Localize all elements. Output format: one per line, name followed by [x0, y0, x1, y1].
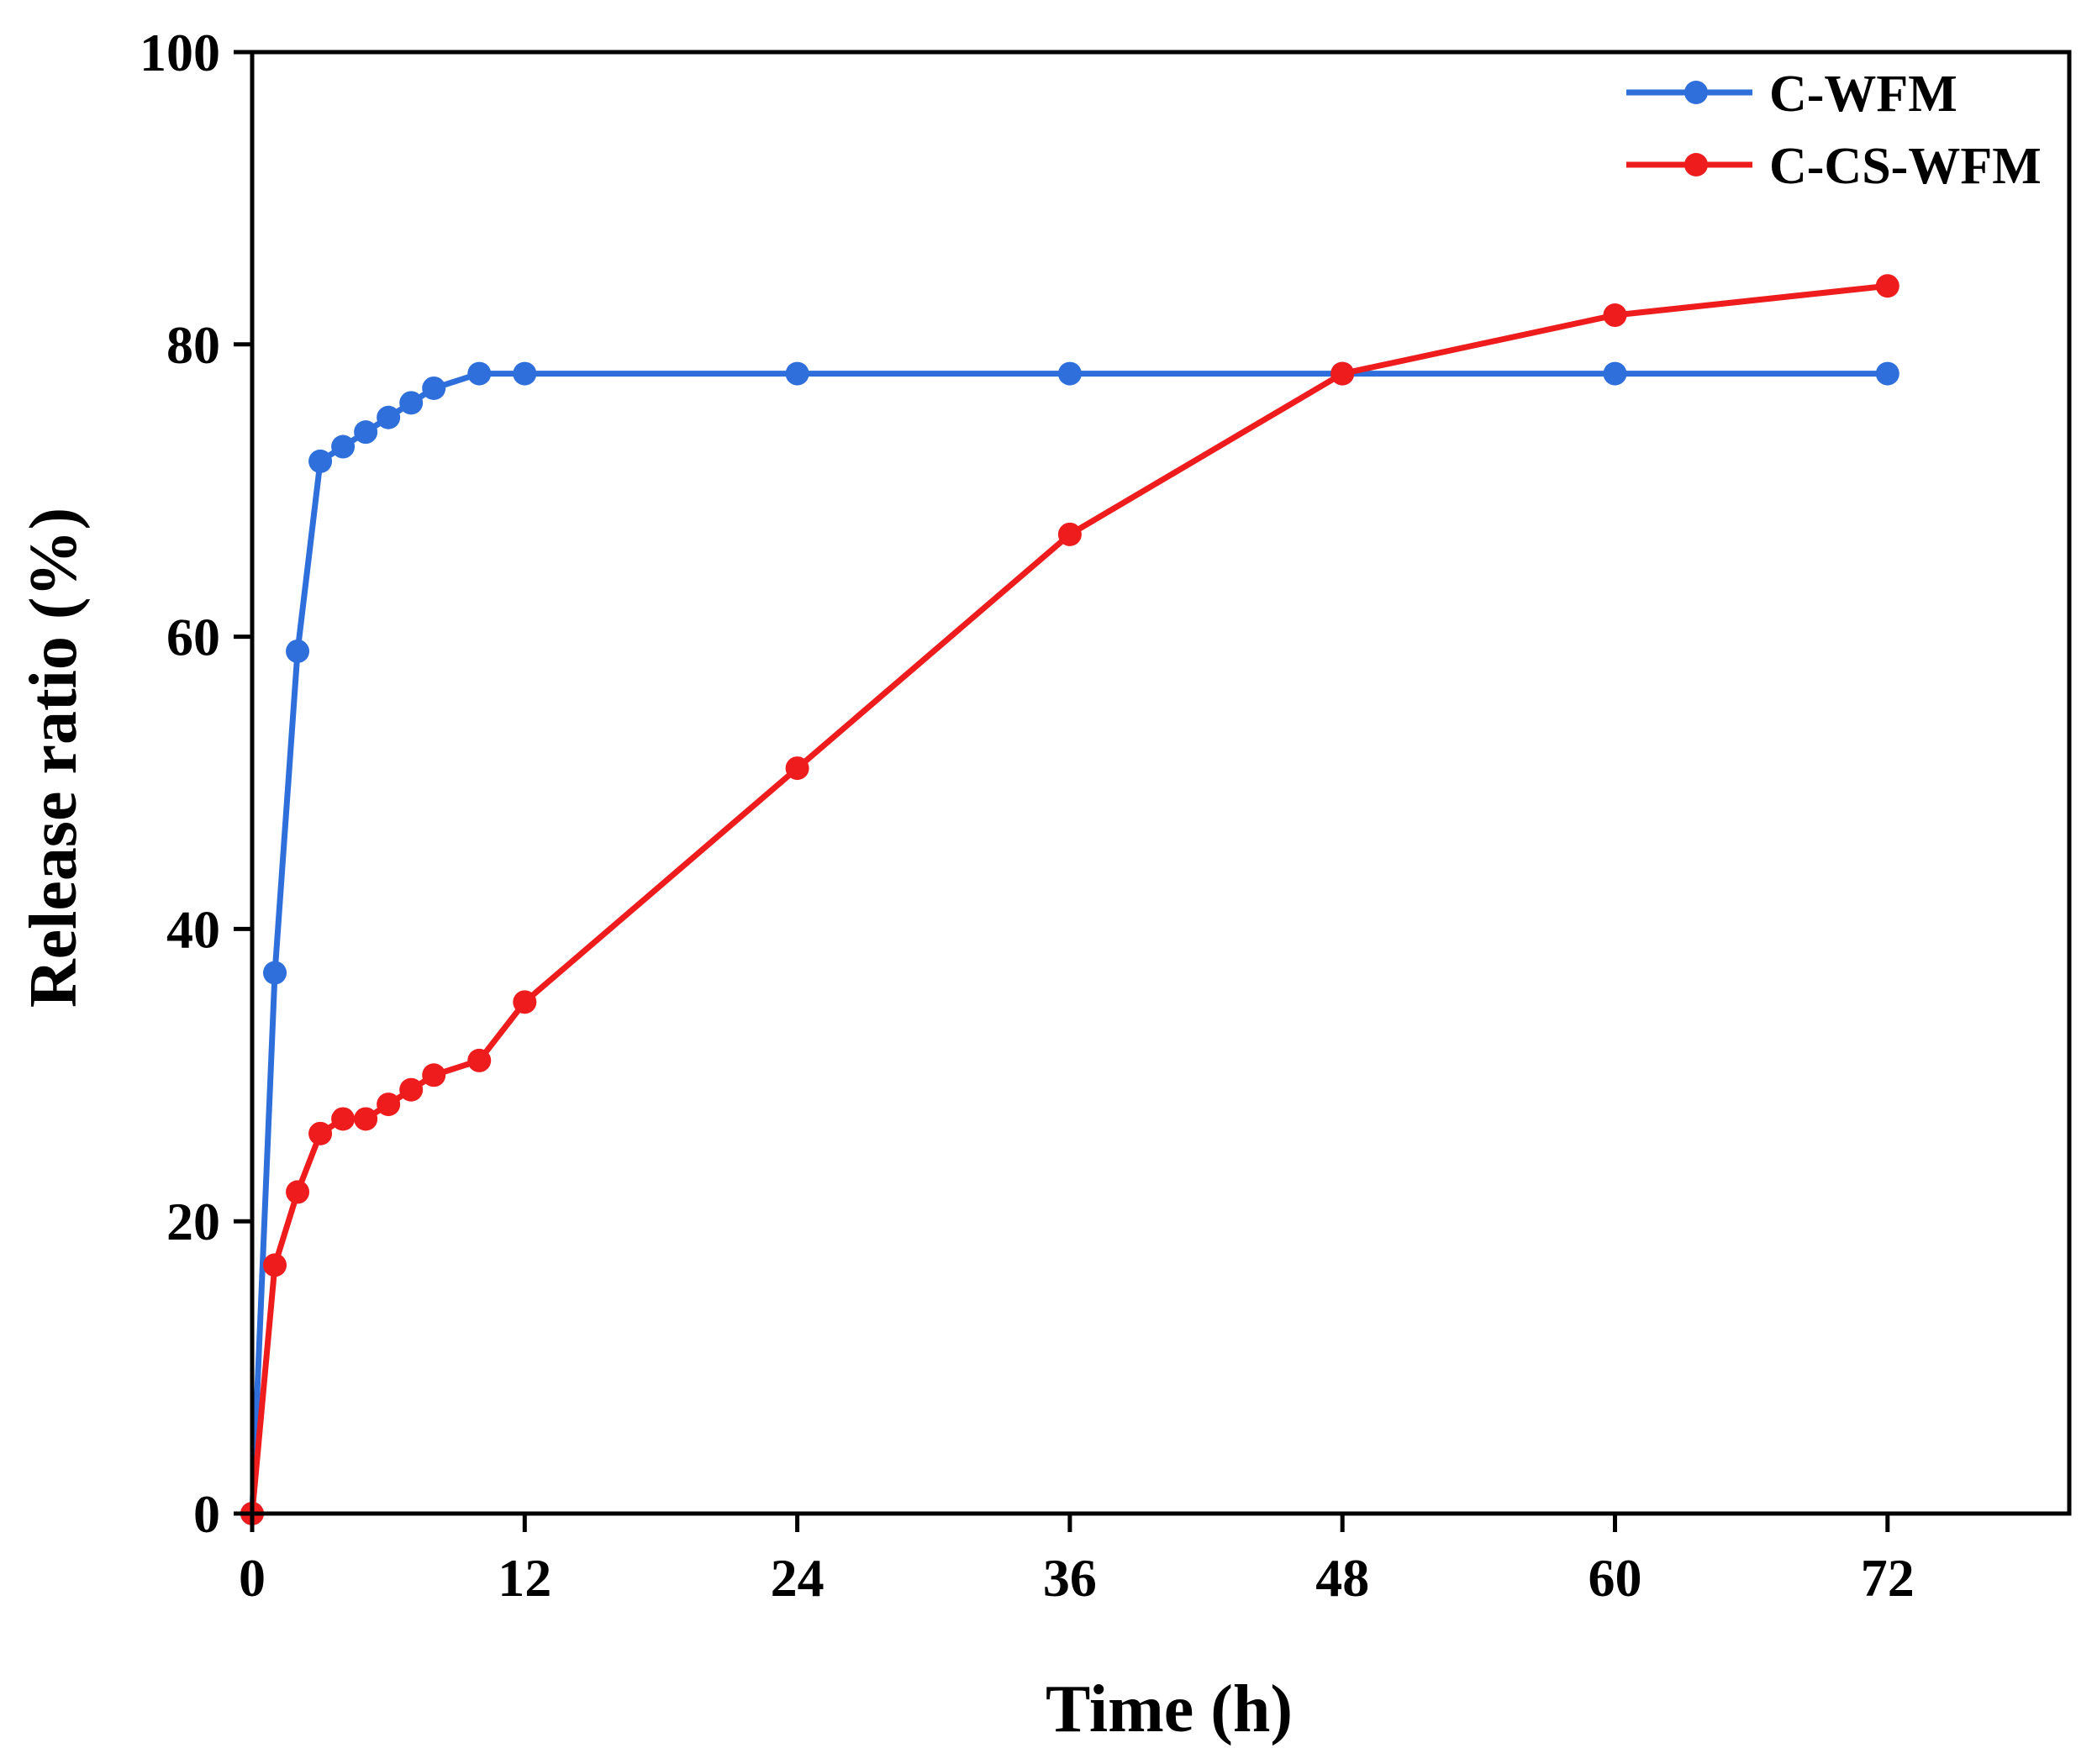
plot-frame — [250, 50, 2072, 1516]
x-tick-label: 0 — [239, 1548, 266, 1608]
x-tick-label: 48 — [1315, 1548, 1369, 1608]
legend-item: C-WFM — [1626, 66, 1957, 123]
data-point — [377, 405, 401, 429]
ticks-layer: 0 12 24 36 48 60 72 0 20 40 60 80 100 — [140, 23, 1915, 1608]
data-point — [263, 1253, 287, 1277]
data-point — [354, 1107, 378, 1131]
data-point — [1875, 361, 1899, 386]
data-point — [308, 1121, 333, 1145]
data-point — [1057, 361, 1082, 386]
legend-marker — [1684, 153, 1708, 176]
data-point — [467, 361, 492, 386]
data-point — [1603, 303, 1627, 328]
data-point — [467, 1048, 492, 1072]
data-point — [331, 434, 356, 459]
series-line — [249, 371, 1891, 1517]
x-tick-label: 60 — [1589, 1548, 1642, 1608]
data-point — [377, 1093, 401, 1117]
data-point — [286, 1180, 310, 1204]
data-point — [513, 990, 537, 1014]
legend-label: C-CS-WFM — [1769, 138, 2042, 195]
legend-label: C-WFM — [1769, 66, 1957, 123]
data-point — [785, 756, 809, 781]
x-axis-title: Time (h) — [1046, 1672, 1293, 1746]
data-point — [399, 391, 424, 415]
x-tick-label: 36 — [1043, 1548, 1097, 1608]
series-line — [249, 282, 1891, 1517]
data-point — [1330, 361, 1355, 386]
series-layer — [240, 274, 1899, 1525]
legend-item: C-CS-WFM — [1626, 138, 2042, 195]
data-point — [785, 361, 809, 386]
data-point — [331, 1107, 356, 1131]
y-tick-label: 100 — [140, 23, 220, 82]
y-tick-label: 0 — [193, 1484, 220, 1544]
data-point — [422, 1063, 446, 1087]
x-tick-label: 12 — [498, 1548, 551, 1608]
data-point — [263, 961, 287, 985]
y-tick-label: 40 — [166, 899, 220, 959]
legend-marker — [1684, 81, 1708, 104]
x-tick-label: 24 — [771, 1548, 825, 1608]
y-axis-title: Release ratio (%) — [17, 508, 91, 1008]
data-point — [399, 1077, 424, 1102]
data-point — [1875, 274, 1899, 298]
data-point — [422, 376, 446, 400]
data-point — [513, 361, 537, 386]
legend: C-WFM C-CS-WFM — [1626, 66, 2042, 195]
y-tick-label: 60 — [166, 608, 220, 667]
data-point — [286, 639, 310, 663]
y-tick-label: 20 — [166, 1192, 220, 1251]
x-tick-label: 72 — [1861, 1548, 1915, 1608]
series-c-cs-wfm — [240, 274, 1899, 1525]
data-point — [308, 449, 333, 473]
y-tick-label: 80 — [166, 315, 220, 375]
data-point — [354, 420, 378, 445]
data-point — [1057, 522, 1082, 546]
data-point — [1603, 361, 1627, 386]
